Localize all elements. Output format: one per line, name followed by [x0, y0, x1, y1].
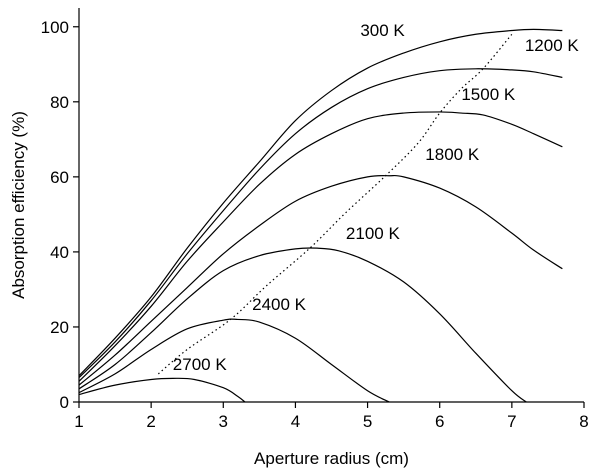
y-tick-label: 40	[50, 243, 69, 262]
y-tick-label: 60	[50, 168, 69, 187]
x-tick-label: 7	[507, 412, 516, 431]
plot-frame	[78, 8, 584, 403]
y-axis-title: Absorption efficiency (%)	[9, 111, 28, 299]
x-tick-label: 6	[435, 412, 444, 431]
label-2100k: 2100 K	[346, 224, 401, 243]
x-tick-label: 2	[146, 412, 155, 431]
curve-1500k	[78, 111, 563, 382]
x-tick-label: 5	[363, 412, 372, 431]
x-axis-title: Aperture radius (cm)	[254, 449, 409, 468]
x-tick-label: 1	[74, 412, 83, 431]
x-tick-label: 4	[291, 412, 300, 431]
curve-1200k	[78, 68, 563, 379]
curve-300k	[78, 28, 563, 377]
curve-labels: 300 K 1200 K 1500 K 1800 K 2100 K 2400 K 2700 …	[173, 21, 580, 374]
label-2400k: 2400 K	[252, 295, 307, 314]
label-1500k: 1500 K	[461, 85, 516, 104]
y-tick-label: 0	[60, 393, 69, 412]
curve-2100k	[78, 247, 527, 403]
y-tick-label: 80	[50, 93, 69, 112]
curve-1800k	[78, 174, 563, 386]
y-axis: 0 20 40 60 80 100	[41, 18, 79, 412]
x-tick-label: 8	[579, 412, 588, 431]
label-1200k: 1200 K	[525, 36, 580, 55]
curve-2700k	[78, 377, 246, 403]
x-tick-label: 3	[219, 412, 228, 431]
curves	[78, 28, 563, 403]
label-300k: 300 K	[360, 21, 405, 40]
y-tick-label: 100	[41, 18, 69, 37]
curve-2400k	[78, 318, 390, 403]
label-1800k: 1800 K	[425, 145, 480, 164]
y-tick-label: 20	[50, 318, 69, 337]
x-axis: 1 2 3 4 5 6 7 8	[74, 402, 589, 431]
label-2700k: 2700 K	[173, 355, 228, 374]
optimum-locus	[157, 33, 513, 375]
optimum-locus-line	[157, 33, 513, 375]
